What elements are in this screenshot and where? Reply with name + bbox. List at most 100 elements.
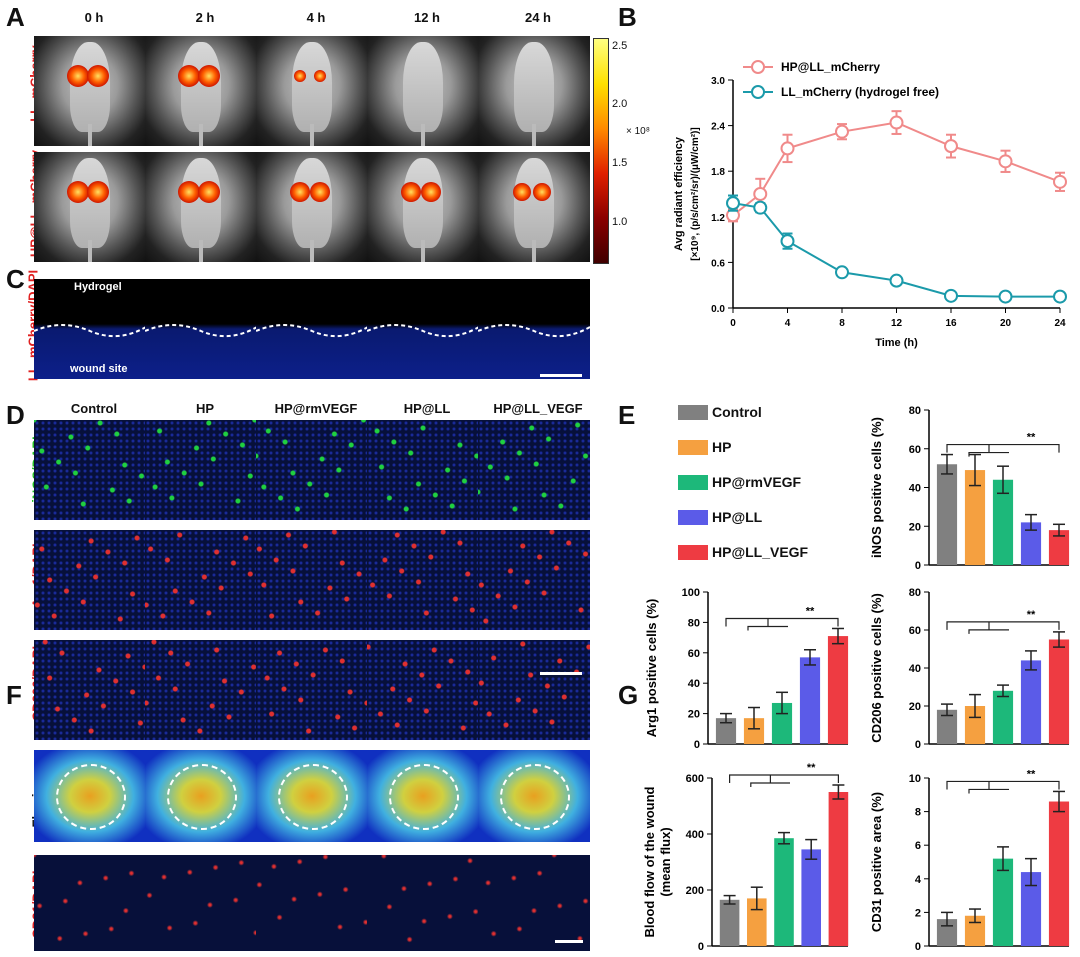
dashed-boundary xyxy=(478,324,590,338)
bar xyxy=(1020,872,1042,946)
series-line xyxy=(732,202,1060,298)
fluorescence-spot xyxy=(87,181,109,203)
mouse-image xyxy=(367,152,479,262)
y-tick-label: 40 xyxy=(909,483,921,495)
mouse-tail xyxy=(87,124,93,146)
data-point xyxy=(835,265,849,280)
series-line xyxy=(732,121,1061,217)
mouse-tail xyxy=(198,124,204,146)
bar-chart-inos: 0 20 40 60 80 ** iNOS positive cells (%) xyxy=(869,405,1070,572)
legend-swatch xyxy=(678,440,708,455)
legend-label: HP@rmVEGF xyxy=(712,474,802,490)
group-label: Control xyxy=(70,401,118,416)
mouse-image xyxy=(34,152,146,262)
bar-chart-cd206: 0 20 40 60 80 ** CD206 positive cells (%) xyxy=(869,587,1070,750)
y-tick-label: 0 xyxy=(915,560,921,572)
legend-swatch xyxy=(678,545,708,560)
y-tick-label: 0.6 xyxy=(711,258,725,269)
y-tick-label: 6 xyxy=(915,840,921,852)
fluorescence-section xyxy=(256,279,368,379)
mouse-body xyxy=(513,157,555,248)
group-label: HP xyxy=(195,401,215,416)
fluorescence-section xyxy=(478,279,590,379)
micrograph xyxy=(256,640,368,740)
significance-label: ** xyxy=(1027,432,1036,444)
legend-label: HP@LL xyxy=(712,509,763,525)
mouse-tail xyxy=(309,124,315,146)
bar xyxy=(1020,660,1042,744)
micrograph xyxy=(478,420,590,520)
bar-chart-arg1: 0 20 40 60 80 100 ** Arg1 positive cells (%) xyxy=(644,587,849,750)
mouse-image xyxy=(478,152,590,262)
scale-bar xyxy=(540,672,582,675)
micrograph xyxy=(367,640,479,740)
y-tick-label: 2.4 xyxy=(711,122,725,133)
micrograph xyxy=(367,530,479,630)
bar xyxy=(774,838,794,946)
fluorescence-section xyxy=(367,279,479,379)
data-point xyxy=(726,196,740,211)
y-tick-label: 1.2 xyxy=(711,213,725,224)
fluorescence-spot xyxy=(198,181,220,203)
micrograph xyxy=(256,530,368,630)
bar xyxy=(1048,801,1070,946)
y-tick-label: 20 xyxy=(909,521,921,533)
bar xyxy=(992,858,1014,946)
fluorescence-spot xyxy=(533,183,551,201)
y-tick-label: 40 xyxy=(688,678,700,690)
colorbar-unit: × 10⁸ xyxy=(626,126,650,137)
bar xyxy=(743,718,765,744)
x-tick-label: 12 xyxy=(891,318,903,329)
mouse-tail xyxy=(420,240,426,262)
fluorescence-spot xyxy=(178,181,200,203)
legend-marker xyxy=(751,85,765,99)
fluorescence-spot xyxy=(401,182,421,202)
bar xyxy=(799,657,821,744)
mouse-body xyxy=(291,157,333,248)
panel-label-f: F xyxy=(6,680,22,710)
fluorescence-spot xyxy=(290,182,310,202)
mouse-body xyxy=(402,41,444,132)
group-label: HP@rmVEGF xyxy=(274,401,358,416)
micrograph xyxy=(367,420,479,520)
bar xyxy=(715,718,737,744)
fluorescence-spot xyxy=(198,65,220,87)
significance-label: ** xyxy=(806,605,815,617)
y-tick-label: 0.0 xyxy=(711,304,725,315)
x-tick-label: 16 xyxy=(945,318,957,329)
micrograph xyxy=(478,530,590,630)
y-tick-label: 20 xyxy=(688,709,700,721)
y-tick-label: 0 xyxy=(694,739,700,750)
data-point xyxy=(780,234,795,249)
y-tick-label: 20 xyxy=(909,701,921,713)
bar xyxy=(719,899,740,946)
mouse-image xyxy=(34,36,146,146)
significance-bracket xyxy=(968,621,1009,634)
fluorescence-section xyxy=(34,279,146,379)
x-tick-label: 4 xyxy=(785,318,791,329)
micrograph xyxy=(34,640,146,740)
micrograph xyxy=(145,530,257,630)
y-tick-label: 60 xyxy=(688,648,700,660)
y-tick-label: 1.8 xyxy=(711,167,725,178)
y-tick-label: 2 xyxy=(915,907,921,919)
micrograph xyxy=(478,640,590,740)
micrograph xyxy=(145,640,257,740)
significance-bracket xyxy=(729,774,839,783)
y-axis-label: iNOS positive cells (%) xyxy=(869,417,884,558)
dashed-boundary xyxy=(256,324,368,338)
legend-label: HP xyxy=(712,439,732,455)
y-axis-label-units: [×10⁹, (p/s/cm²/sr)/(μW/cm²)] xyxy=(690,127,701,260)
significance-bracket xyxy=(725,617,839,627)
x-tick-label: 24 xyxy=(1054,318,1066,329)
flux-image xyxy=(367,750,479,842)
bar xyxy=(801,849,821,946)
flux-image xyxy=(34,750,146,842)
y-tick-label: 4 xyxy=(915,874,922,886)
mouse-tail xyxy=(531,124,537,146)
fluorescence-spot xyxy=(314,70,326,82)
data-point xyxy=(1053,289,1067,304)
bar xyxy=(964,706,986,744)
time-label: 24 h xyxy=(524,10,551,25)
colorbar-tick: 1.0 xyxy=(612,216,628,228)
